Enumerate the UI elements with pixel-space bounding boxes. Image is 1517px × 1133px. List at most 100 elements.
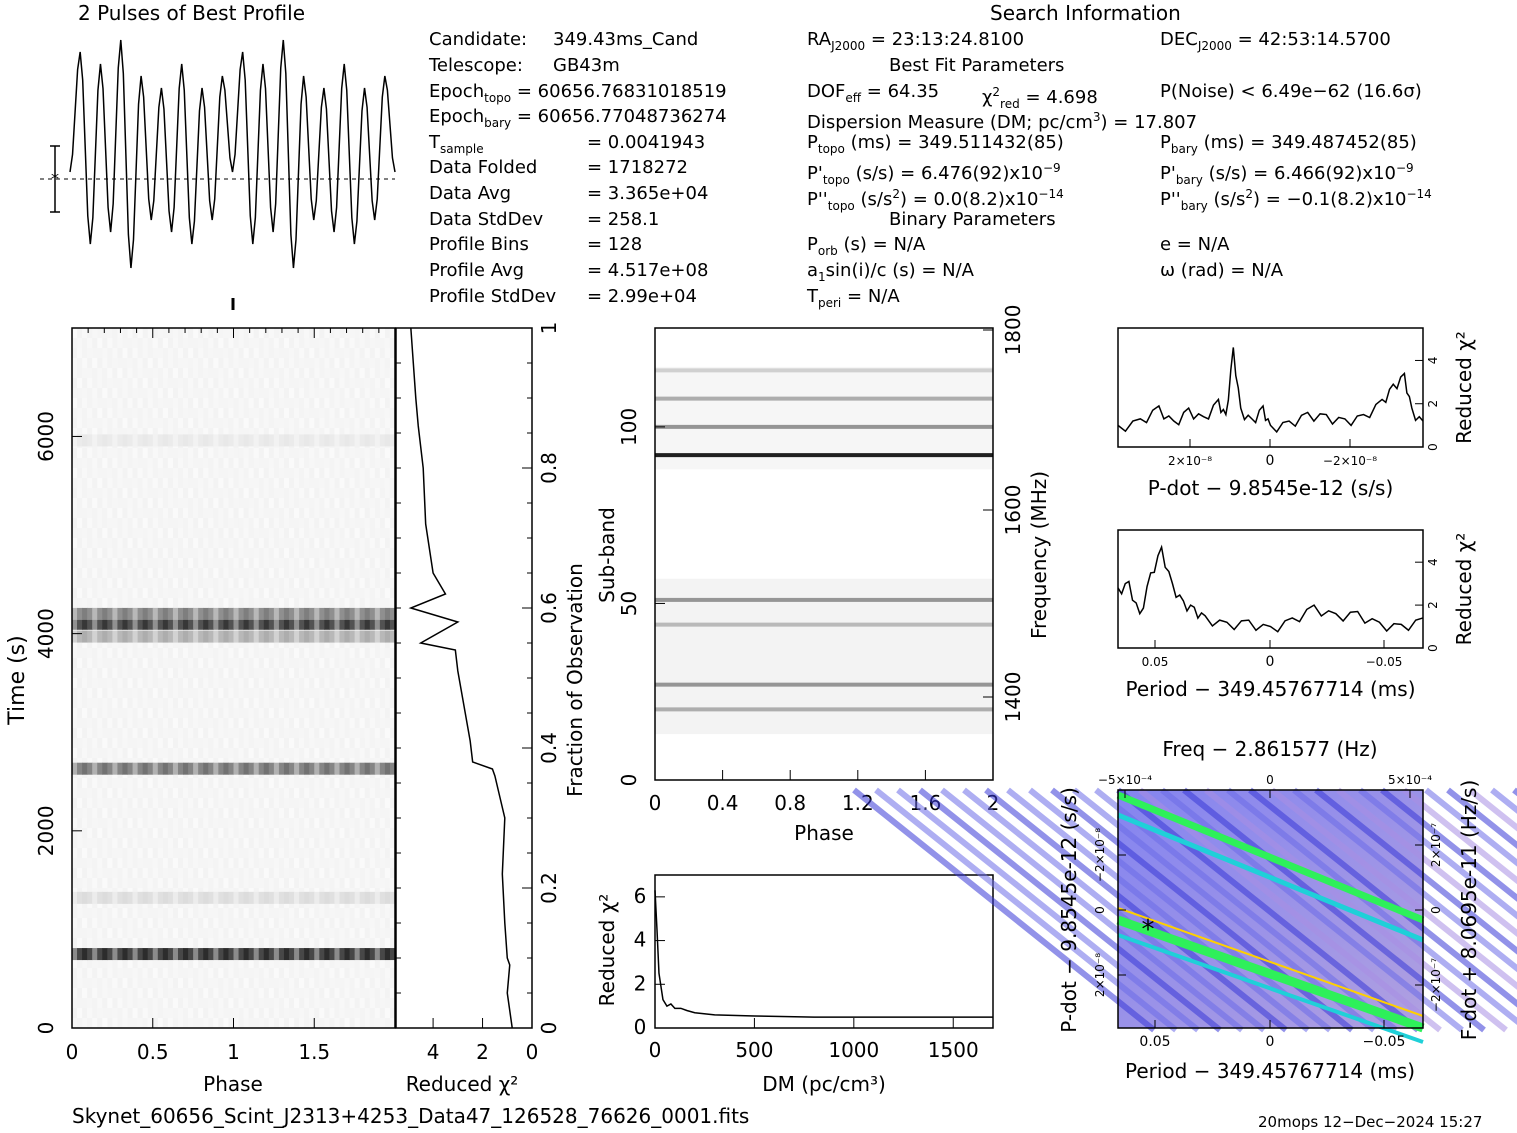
time-cell — [102, 938, 108, 949]
time-cell — [102, 868, 108, 879]
time-cell — [102, 568, 108, 579]
time-cell — [228, 818, 234, 829]
time-cell — [72, 368, 78, 379]
time-cell — [334, 828, 340, 839]
time-cell — [208, 678, 214, 689]
time-cell — [233, 378, 240, 389]
time-cell — [319, 798, 325, 809]
time-cell — [172, 498, 179, 509]
time-band-cell — [97, 891, 103, 904]
time-cell — [283, 418, 290, 429]
time-cell — [369, 868, 376, 879]
time-cell — [82, 908, 88, 919]
time-cell — [389, 338, 396, 349]
time-band-cell — [324, 762, 330, 775]
time-cell — [137, 328, 144, 339]
time-cell — [218, 358, 224, 369]
time-cell — [228, 528, 234, 539]
time-cell — [167, 728, 174, 739]
time-cell — [218, 958, 224, 969]
time-cell — [213, 738, 219, 749]
time-cell — [72, 668, 78, 679]
time-cell — [334, 378, 340, 389]
time-cell — [203, 408, 209, 419]
time-cell — [77, 748, 83, 759]
time-cell — [379, 688, 386, 699]
time-cell — [354, 718, 361, 729]
time-cell — [188, 818, 194, 829]
time-cell — [384, 568, 391, 579]
time-cell — [258, 698, 265, 709]
time-cell — [253, 568, 260, 579]
time-cell — [137, 718, 144, 729]
time-cell — [213, 828, 219, 839]
time-cell — [127, 478, 134, 489]
time-cell — [102, 988, 108, 999]
time-cell — [172, 778, 179, 789]
time-cell — [77, 728, 83, 739]
time-band-cell — [167, 762, 174, 775]
time-cell — [319, 788, 325, 799]
time-cell — [273, 958, 280, 969]
time-cell — [289, 668, 295, 679]
time-cell — [107, 908, 113, 919]
time-cell — [314, 878, 320, 889]
time-cell — [289, 488, 295, 499]
time-cell — [354, 698, 361, 709]
time-cell — [203, 908, 209, 919]
time-cell — [157, 578, 164, 589]
time-cell — [253, 748, 260, 759]
time-band-cell — [102, 434, 108, 447]
time-cell — [263, 998, 270, 1009]
time-cell — [263, 558, 270, 569]
time-cell — [213, 538, 219, 549]
time-cell — [354, 578, 361, 589]
time-cell — [97, 878, 103, 889]
time-cell — [122, 368, 129, 379]
time-cell — [213, 858, 219, 869]
time-cell — [349, 718, 356, 729]
time-cell — [198, 698, 204, 709]
time-band-cell — [233, 891, 240, 904]
time-cell — [314, 408, 320, 419]
time-cell — [193, 868, 199, 879]
time-cell — [188, 918, 194, 929]
time-cell — [319, 648, 325, 659]
time-cell — [112, 518, 118, 529]
time-cell — [324, 668, 330, 679]
time-cell — [198, 338, 204, 349]
time-cell — [132, 928, 139, 939]
time-cell — [177, 468, 184, 479]
time-cell — [152, 818, 159, 829]
time-cell — [248, 818, 255, 829]
time-band-cell — [137, 762, 144, 775]
time-cell — [268, 598, 275, 609]
time-cell — [349, 328, 356, 339]
time-cell — [359, 938, 366, 949]
time-cell — [203, 988, 209, 999]
time-cell — [198, 1008, 204, 1019]
time-band-cell — [157, 762, 164, 775]
time-cell — [294, 728, 300, 739]
time-cell — [384, 718, 391, 729]
time-cell — [142, 878, 149, 889]
time-band-cell — [374, 891, 381, 904]
time-cell — [389, 978, 396, 989]
time-band-cell — [329, 762, 335, 775]
time-cell — [384, 388, 391, 399]
time-cell — [268, 518, 275, 529]
time-cell — [253, 998, 260, 1009]
time-cell — [294, 968, 300, 979]
time-cell — [218, 978, 224, 989]
time-cell — [369, 778, 376, 789]
time-cell — [132, 538, 139, 549]
time-cell — [319, 568, 325, 579]
time-cell — [157, 908, 164, 919]
time-cell — [142, 358, 149, 369]
time-cell — [319, 878, 325, 889]
time-cell — [278, 328, 285, 339]
time-band-cell — [324, 630, 330, 643]
time-cell — [319, 418, 325, 429]
time-cell — [324, 498, 330, 509]
time-cell — [344, 478, 351, 489]
